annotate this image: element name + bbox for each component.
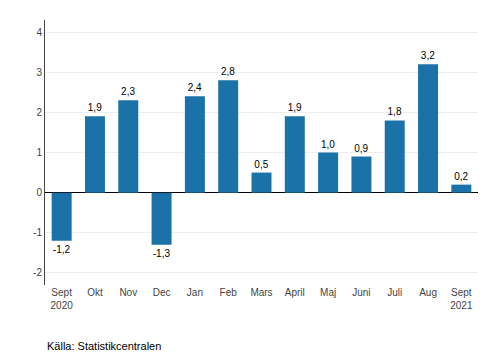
svg-text:-2: -2 <box>33 267 42 278</box>
svg-text:0: 0 <box>36 187 42 198</box>
svg-text:Nov: Nov <box>119 287 137 298</box>
svg-text:Aug: Aug <box>419 287 437 298</box>
svg-text:Mars: Mars <box>250 287 272 298</box>
svg-text:-1,2: -1,2 <box>53 244 71 255</box>
svg-text:Dec: Dec <box>153 287 171 298</box>
svg-text:2: 2 <box>36 107 42 118</box>
svg-text:Sept2020: Sept2020 <box>51 287 74 311</box>
svg-text:Juni: Juni <box>352 287 370 298</box>
svg-text:0,2: 0,2 <box>454 171 468 182</box>
svg-text:-1,3: -1,3 <box>153 248 171 259</box>
svg-text:Feb: Feb <box>220 287 238 298</box>
svg-text:0,9: 0,9 <box>354 143 368 154</box>
svg-text:2,4: 2,4 <box>188 82 202 93</box>
svg-text:1,9: 1,9 <box>88 102 102 113</box>
svg-text:3,2: 3,2 <box>421 50 435 61</box>
svg-text:1: 1 <box>36 147 42 158</box>
svg-text:3: 3 <box>36 67 42 78</box>
svg-text:1,0: 1,0 <box>321 139 335 150</box>
svg-text:2,8: 2,8 <box>221 66 235 77</box>
svg-text:1,9: 1,9 <box>288 102 302 113</box>
svg-text:Juli: Juli <box>387 287 402 298</box>
svg-text:Maj: Maj <box>320 287 336 298</box>
svg-text:Jan: Jan <box>187 287 203 298</box>
svg-text:0,5: 0,5 <box>254 159 268 170</box>
svg-text:4: 4 <box>36 27 42 38</box>
svg-text:Sept2021: Sept2021 <box>450 287 473 311</box>
svg-text:Okt: Okt <box>87 287 103 298</box>
svg-text:2,3: 2,3 <box>121 86 135 97</box>
svg-text:1,8: 1,8 <box>388 106 402 117</box>
svg-text:Källa: Statistikcentralen: Källa: Statistikcentralen <box>47 340 161 352</box>
svg-text:April: April <box>285 287 305 298</box>
svg-text:-1: -1 <box>33 227 42 238</box>
